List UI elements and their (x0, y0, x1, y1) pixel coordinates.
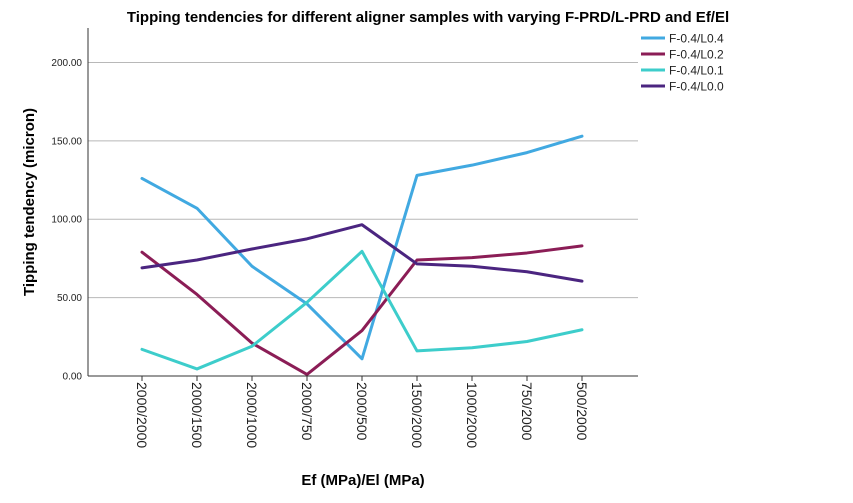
x-tick-label: 500/2000 (574, 382, 590, 441)
x-axis-ticks: 2000/2000 2000/1500 2000/1000 2000/750 2000/… (134, 376, 590, 448)
y-axis-ticks: 0.00 50.00 100.00 150.00 200.00 (51, 58, 82, 383)
y-tick-label: 50.00 (57, 293, 82, 304)
series-lines (140, 134, 584, 376)
y-tick-label: 150.00 (51, 136, 82, 147)
x-tick-label: 2000/2000 (134, 382, 150, 448)
x-tick-label: 2000/1000 (244, 382, 260, 448)
x-tick-label: 2000/750 (299, 382, 315, 441)
x-tick-label: 1500/2000 (409, 382, 425, 448)
legend: F-0.4/L0.4 F-0.4/L0.2 F-0.4/L0.1 F-0.4/L0.0 (641, 32, 724, 94)
x-tick-label: 2000/1500 (189, 382, 205, 448)
legend-entry: F-0.4/L0.1 (669, 64, 724, 78)
x-tick-label: 1000/2000 (464, 382, 480, 448)
y-axis-label: Tipping tendency (micron) (21, 108, 38, 296)
x-tick-label: 2000/500 (354, 382, 370, 441)
legend-entry: F-0.4/L0.0 (669, 80, 724, 94)
series-line-2 (140, 249, 584, 371)
legend-entry: F-0.4/L0.4 (669, 32, 724, 46)
y-tick-label: 100.00 (51, 215, 82, 226)
gridlines (88, 61, 638, 299)
y-tick-label: 0.00 (63, 372, 83, 383)
series-line-0 (140, 134, 584, 361)
y-tick-label: 200.00 (51, 58, 82, 69)
chart-title: Tipping tendencies for different aligner… (127, 9, 729, 26)
legend-entry: F-0.4/L0.2 (669, 48, 724, 62)
x-tick-label: 750/2000 (519, 382, 535, 441)
x-axis-label: Ef (MPa)/El (MPa) (301, 472, 424, 489)
